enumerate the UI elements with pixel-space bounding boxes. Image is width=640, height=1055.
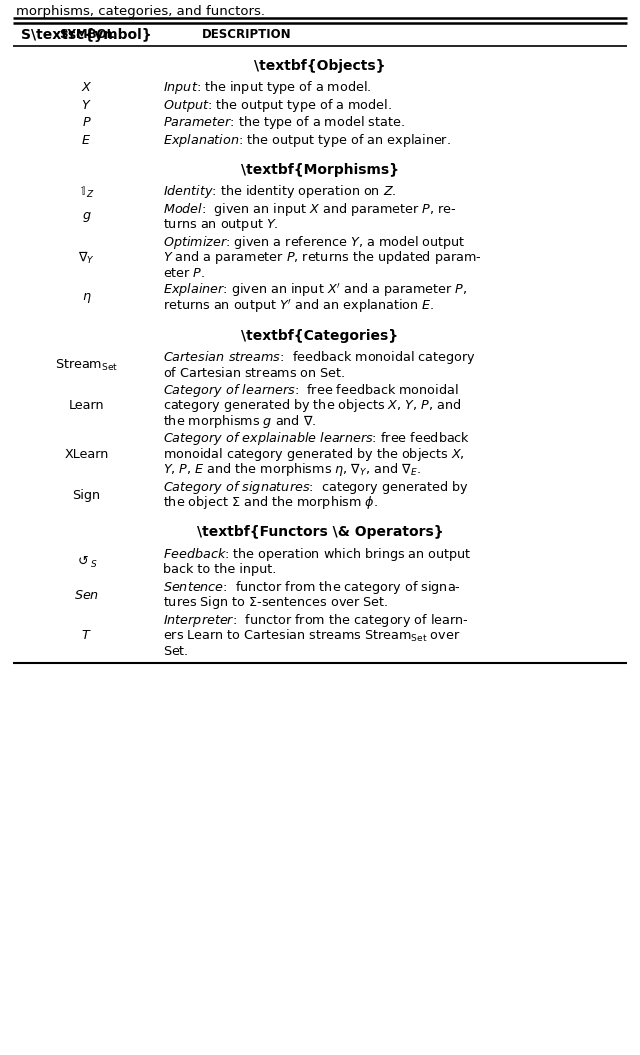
Text: tures Sign to $\Sigma$-sentences over $\mathsf{Set}$.: tures Sign to $\Sigma$-sentences over $\… [163,594,388,611]
Text: eter $P$.: eter $P$. [163,267,205,280]
Text: $\mathit{Sentence}$:  functor from the category of signa-: $\mathit{Sentence}$: functor from the ca… [163,579,461,596]
Text: $\mathit{Category\ of\ explainable\ learners}$: free feedback: $\mathit{Category\ of\ explainable\ lear… [163,430,470,447]
Text: DESCRIPTION: DESCRIPTION [202,28,291,41]
Text: Learn: Learn [68,400,104,413]
Text: $\mathit{Interpreter}$:  functor from the category of learn-: $\mathit{Interpreter}$: functor from the… [163,612,468,629]
Text: $\mathit{Output}$: the output type of a model.: $\mathit{Output}$: the output type of a … [163,97,392,114]
Text: $Y$, $P$, $E$ and the morphisms $\eta$, $\nabla_Y$, and $\nabla_E$.: $Y$, $P$, $E$ and the morphisms $\eta$, … [163,461,421,479]
Text: $\mathit{Category\ of\ learners}$:  free feedback monoidal: $\mathit{Category\ of\ learners}$: free … [163,382,459,399]
Text: $\mathit{Sen}$: $\mathit{Sen}$ [74,589,99,601]
Text: $Y$: $Y$ [81,99,92,112]
Text: morphisms, categories, and functors.: morphisms, categories, and functors. [16,5,265,18]
Text: turns an output $Y$.: turns an output $Y$. [163,216,279,232]
Text: Stream$_{\mathsf{Set}}$: Stream$_{\mathsf{Set}}$ [55,358,118,372]
Text: $\mathit{Identity}$: the identity operation on $Z$.: $\mathit{Identity}$: the identity operat… [163,184,397,200]
Text: category generated by the objects $X$, $Y$, $P$, and: category generated by the objects $X$, $… [163,398,461,415]
Text: $\mathit{Optimizer}$: given a reference $Y$, a model output: $\mathit{Optimizer}$: given a reference … [163,233,466,250]
Text: \textbf{Categories}: \textbf{Categories} [241,328,399,343]
Text: XLearn: XLearn [64,448,109,461]
Text: ers Learn to Cartesian streams Stream$_{\mathsf{Set}}$ over: ers Learn to Cartesian streams Stream$_{… [163,628,461,644]
Text: returns an output $Y'$ and an explanation $E$.: returns an output $Y'$ and an explanatio… [163,298,435,314]
Text: $\circlearrowleft_S$: $\circlearrowleft_S$ [75,555,98,570]
Text: $\mathit{Feedback}$: the operation which brings an output: $\mathit{Feedback}$: the operation which… [163,545,472,563]
Text: \textbf{Objects}: \textbf{Objects} [254,59,386,73]
Text: $E$: $E$ [81,134,92,147]
Text: $\mathbb{1}_Z$: $\mathbb{1}_Z$ [79,184,94,199]
Text: $\mathit{Cartesian\ streams}$:  feedback monoidal category: $\mathit{Cartesian\ streams}$: feedback … [163,349,476,366]
Text: S\textsc{ymbol}: S\textsc{ymbol} [21,28,152,42]
Text: $X$: $X$ [81,81,92,94]
Text: $\mathit{Explainer}$: given an input $X'$ and a parameter $P$,: $\mathit{Explainer}$: given an input $X'… [163,282,468,300]
Text: the object $\Sigma$ and the morphism $\phi$.: the object $\Sigma$ and the morphism $\p… [163,495,378,512]
Text: the morphisms $g$ and $\nabla$.: the morphisms $g$ and $\nabla$. [163,413,317,430]
Text: \textbf{Morphisms}: \textbf{Morphisms} [241,162,399,176]
Text: $\mathit{Category\ of\ signatures}$:  category generated by: $\mathit{Category\ of\ signatures}$: cat… [163,479,469,496]
Text: $T$: $T$ [81,630,92,642]
Text: $\mathit{Input}$: the input type of a model.: $\mathit{Input}$: the input type of a mo… [163,79,372,96]
Text: back to the input.: back to the input. [163,563,276,576]
Text: SYMBOL: SYMBOL [59,28,114,41]
Text: $Y$ and a parameter $P$, returns the updated param-: $Y$ and a parameter $P$, returns the upd… [163,249,481,266]
Text: of Cartesian streams on $\mathsf{Set}$.: of Cartesian streams on $\mathsf{Set}$. [163,366,346,380]
Text: monoidal category generated by the objects $X$,: monoidal category generated by the objec… [163,446,465,463]
Text: \textbf{Functors \& Operators}: \textbf{Functors \& Operators} [196,525,444,539]
Text: $g$: $g$ [81,210,92,224]
Text: $P$: $P$ [81,116,92,129]
Text: $\mathit{Model}$:  given an input $X$ and parameter $P$, re-: $\mathit{Model}$: given an input $X$ and… [163,200,457,217]
Text: $\nabla_Y$: $\nabla_Y$ [78,249,95,266]
Text: Sign: Sign [72,488,100,502]
Text: $\mathit{Parameter}$: the type of a model state.: $\mathit{Parameter}$: the type of a mode… [163,114,405,131]
Text: $\mathsf{Set}$.: $\mathsf{Set}$. [163,645,189,658]
Text: $\mathit{Explanation}$: the output type of an explainer.: $\mathit{Explanation}$: the output type … [163,132,451,149]
Text: $\eta$: $\eta$ [81,291,92,305]
